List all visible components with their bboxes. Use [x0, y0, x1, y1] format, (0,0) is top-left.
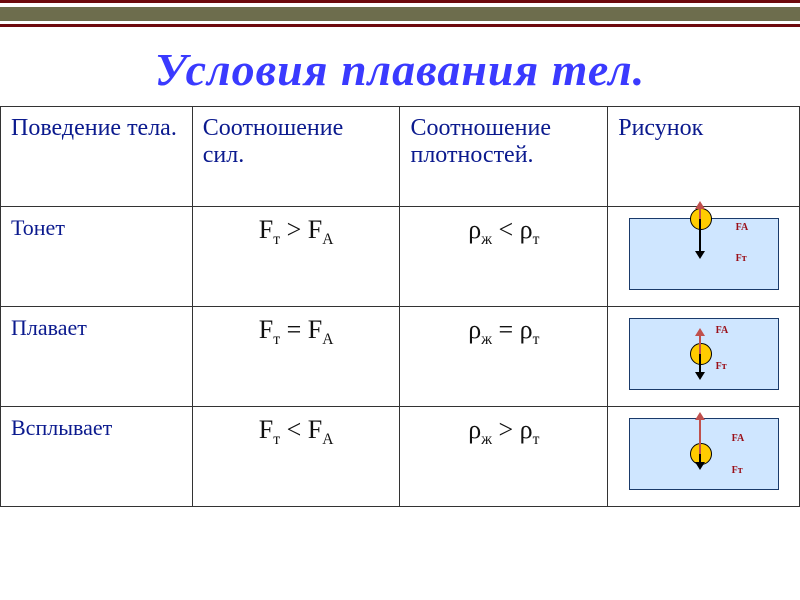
col-behavior: Поведение тела. — [1, 107, 193, 207]
label-ft: Fт — [736, 253, 747, 264]
cell-forces: Fт > FA — [192, 207, 400, 307]
arrow-up-fa — [699, 328, 701, 354]
label-ft: Fт — [732, 465, 743, 476]
col-forces: Соотношение сил. — [192, 107, 400, 207]
conditions-table: Поведение тела. Соотношение сил. Соотнош… — [0, 106, 800, 507]
cell-forces: Fт < FA — [192, 407, 400, 507]
page-title: Условия плавания тел. — [0, 43, 800, 96]
table-row: ПлаваетFт = FAρж = ρт FA Fт — [1, 307, 800, 407]
col-densities: Соотношение плотностей. — [400, 107, 608, 207]
label-fa: FA — [716, 325, 729, 336]
arrow-down-ft — [699, 354, 701, 380]
label-fa: FA — [736, 222, 749, 233]
cell-densities: ρж < ρт — [400, 207, 608, 307]
cell-densities: ρж > ρт — [400, 407, 608, 507]
decorative-top-rule — [0, 0, 800, 27]
cell-diagram: FA Fт — [608, 407, 800, 507]
table-row: ВсплываетFт < FAρж > ρт FA Fт — [1, 407, 800, 507]
cell-diagram: FA Fт — [608, 307, 800, 407]
cell-forces: Fт = FA — [192, 307, 400, 407]
cell-densities: ρж = ρт — [400, 307, 608, 407]
table-row: ТонетFт > FAρж < ρт FA Fт — [1, 207, 800, 307]
label-ft: Fт — [716, 361, 727, 372]
water-box: FA Fт — [629, 218, 779, 290]
arrow-up-fa — [699, 201, 701, 219]
arrow-down-ft — [699, 454, 701, 470]
arrow-up-fa — [699, 412, 701, 454]
cell-behavior: Тонет — [1, 207, 193, 307]
water-box: FA Fт — [629, 318, 779, 390]
cell-diagram: FA Fт — [608, 207, 800, 307]
cell-behavior: Плавает — [1, 307, 193, 407]
label-fa: FA — [732, 433, 745, 444]
water-box: FA Fт — [629, 418, 779, 490]
col-diagram: Рисунок — [608, 107, 800, 207]
table-header-row: Поведение тела. Соотношение сил. Соотнош… — [1, 107, 800, 207]
cell-behavior: Всплывает — [1, 407, 193, 507]
arrow-down-ft — [699, 219, 701, 259]
